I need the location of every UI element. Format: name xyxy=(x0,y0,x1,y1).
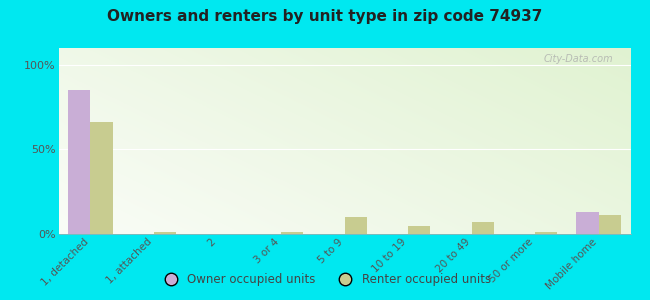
Bar xyxy=(154,232,176,234)
Bar xyxy=(535,232,558,234)
Bar xyxy=(90,122,112,234)
Bar xyxy=(472,222,494,234)
Bar xyxy=(577,212,599,234)
Text: Owners and renters by unit type in zip code 74937: Owners and renters by unit type in zip c… xyxy=(107,9,543,24)
Legend: Owner occupied units, Renter occupied units: Owner occupied units, Renter occupied un… xyxy=(154,269,496,291)
Bar xyxy=(599,215,621,234)
Bar xyxy=(344,217,367,234)
Bar xyxy=(408,226,430,234)
Bar xyxy=(68,90,90,234)
Text: City-Data.com: City-Data.com xyxy=(543,54,614,64)
Bar xyxy=(281,232,303,234)
